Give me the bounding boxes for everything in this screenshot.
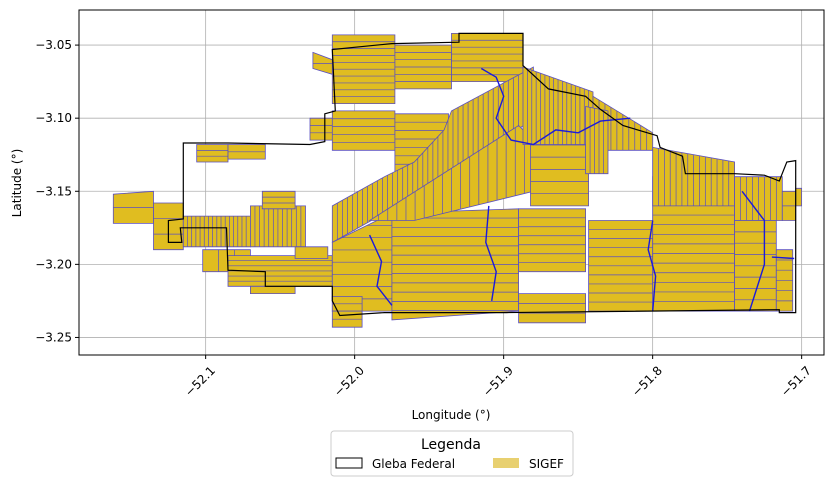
parcel-block-0 (112, 190, 154, 224)
river-4 (741, 190, 766, 312)
parcel-divisions (310, 125, 336, 134)
parcel (249, 285, 296, 295)
parcel-block-14 (451, 33, 524, 82)
parcel-block-36 (331, 296, 363, 312)
rivers (368, 67, 795, 312)
parcel-block-7 (261, 190, 296, 210)
parcel (795, 187, 802, 207)
parcel-block-24 (530, 132, 589, 207)
parcel-divisions (332, 118, 395, 143)
parcel (331, 110, 396, 151)
parcel-block-30 (734, 176, 783, 221)
x-tick-label-3: −51.8 (629, 363, 665, 399)
y-axis-label: Latitude (°) (10, 149, 24, 218)
y-tick-label-4: −3.25 (35, 330, 72, 344)
gleba-federal-boundary (167, 32, 797, 317)
parcel-block-34 (795, 187, 802, 207)
parcel-divisions (589, 106, 604, 174)
parcel-block-22 (518, 208, 586, 273)
river-5 (771, 256, 795, 260)
parcel-divisions (734, 231, 777, 301)
parcel-divisions (187, 216, 247, 247)
parcel (518, 208, 586, 273)
parcel-block-29 (652, 146, 735, 207)
x-axis: −52.1 −52.0 −51.9 −51.8 −51.7 (182, 355, 814, 399)
legend-swatch-gleba (335, 457, 363, 469)
parcel-block-20 (391, 208, 519, 321)
y-tick-label-0: −3.05 (35, 38, 72, 52)
parcel-block-9 (249, 285, 296, 295)
parcel-block-25 (522, 66, 594, 145)
parcel-block-27 (588, 220, 654, 312)
parcel-block-31 (734, 220, 777, 312)
y-tick-label-1: −3.10 (35, 111, 72, 125)
gleba-outline (167, 32, 797, 317)
legend-label-gleba: Gleba Federal (372, 457, 455, 471)
legend-label-sigef: SIGEF (529, 457, 564, 471)
river-2 (485, 205, 497, 302)
parcel-divisions (451, 39, 523, 76)
parcel-block-12 (331, 34, 396, 104)
parcel-block-16 (331, 110, 396, 151)
x-tick-label-1: −52.0 (331, 363, 367, 399)
x-tick-label-2: −51.9 (480, 363, 516, 399)
x-tick-label-4: −51.7 (778, 363, 814, 399)
river-0 (480, 67, 631, 146)
y-tick-label-2: −3.15 (35, 184, 72, 198)
parcel-block-32 (775, 249, 794, 312)
parcel-divisions (740, 176, 777, 221)
parcel-block-37 (331, 310, 363, 328)
river-3 (647, 220, 657, 312)
parcel-block-33 (781, 190, 797, 221)
parcel-block-23 (518, 293, 586, 324)
y-axis: −3.05 −3.10 −3.15 −3.20 −3.25 (35, 38, 79, 344)
parcel-divisions (518, 217, 586, 264)
parcel-divisions (776, 259, 793, 302)
parcel (261, 190, 296, 210)
parcel-divisions (332, 41, 395, 98)
parcel (518, 293, 586, 324)
y-tick-label-3: −3.20 (35, 257, 72, 271)
legend-swatch-sigef (493, 458, 519, 468)
plot-frame (78, 9, 825, 356)
parcel (585, 106, 609, 175)
river-1 (368, 234, 393, 306)
sigef-parcels (112, 33, 802, 328)
parcel-block-10 (294, 246, 329, 259)
parcel (294, 246, 329, 259)
parcel-divisions (518, 302, 586, 314)
parcel-divisions (394, 52, 452, 82)
parcel-divisions (588, 229, 653, 303)
parcel-divisions (254, 205, 302, 247)
parcel (196, 144, 229, 163)
parcel-block-13 (394, 44, 452, 90)
x-axis-label: Longitude (°) (412, 408, 491, 422)
parcel-block-2 (182, 215, 251, 248)
legend: Legenda Gleba Federal SIGEF (330, 430, 574, 477)
parcel-block-4 (249, 205, 306, 248)
parcel-block-5 (196, 144, 229, 163)
parcel-divisions (391, 217, 519, 312)
parcel-block-35 (585, 106, 609, 175)
parcel (309, 117, 336, 141)
parcel-divisions (196, 149, 228, 157)
x-tick-label-0: −52.1 (182, 363, 218, 399)
parcel-divisions (262, 196, 296, 204)
legend-title: Legenda (421, 437, 481, 453)
parcel-block-6 (227, 144, 266, 160)
parcel-block-15 (312, 51, 333, 75)
parcel-block-11 (309, 117, 336, 141)
parcel-divisions (530, 144, 589, 195)
